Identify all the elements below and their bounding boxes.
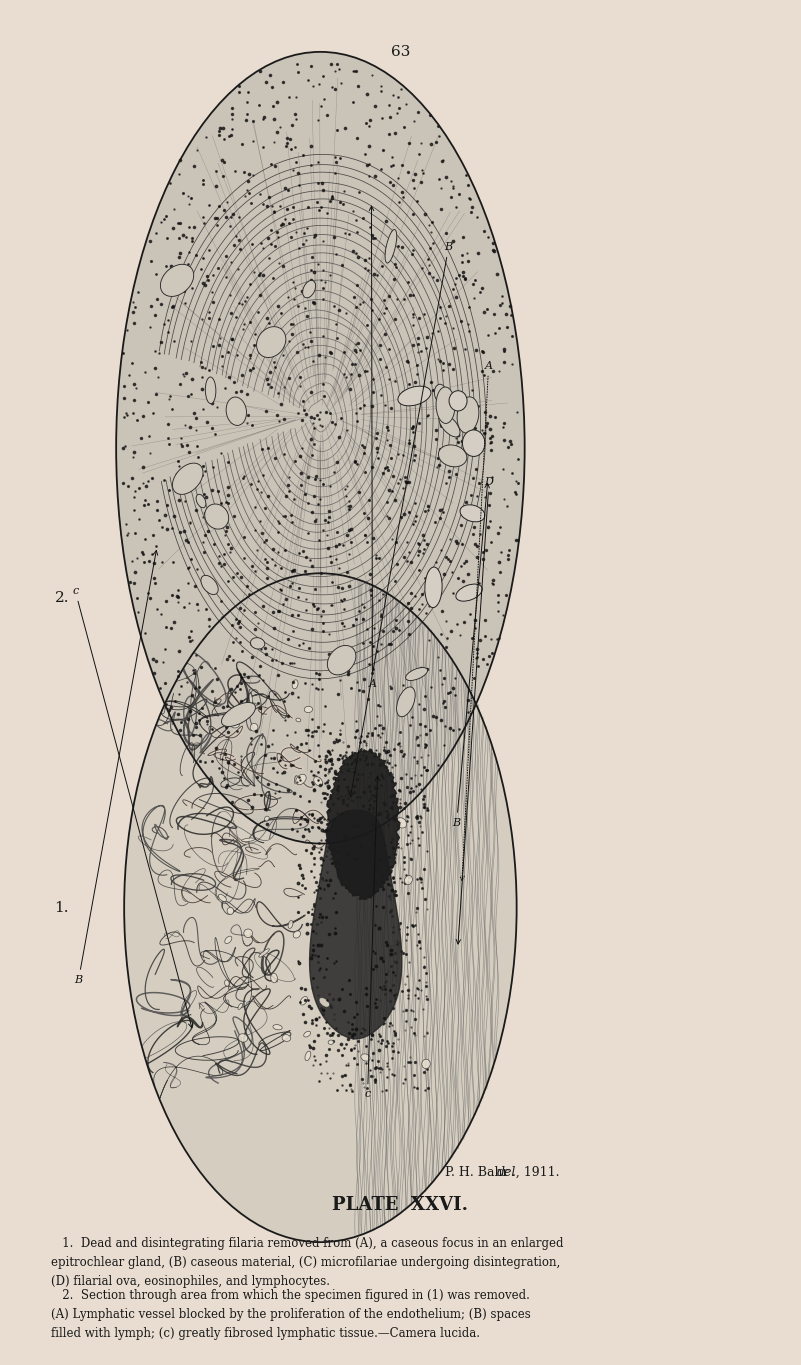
Text: ., 1911.: ., 1911. <box>512 1166 559 1179</box>
Text: B: B <box>453 483 489 827</box>
Ellipse shape <box>172 463 203 494</box>
Ellipse shape <box>273 1025 282 1029</box>
Ellipse shape <box>227 908 234 915</box>
Ellipse shape <box>292 680 298 689</box>
Ellipse shape <box>398 386 431 405</box>
Ellipse shape <box>434 384 447 403</box>
Ellipse shape <box>405 667 428 681</box>
Text: A: A <box>460 360 493 880</box>
Ellipse shape <box>385 229 396 263</box>
Text: PLATE  XXVI.: PLATE XXVI. <box>332 1196 469 1213</box>
Text: 63: 63 <box>391 45 410 59</box>
Ellipse shape <box>361 1054 370 1061</box>
Ellipse shape <box>304 706 312 713</box>
Polygon shape <box>327 748 400 900</box>
Ellipse shape <box>196 494 206 508</box>
Text: P. H. Bahr: P. H. Bahr <box>445 1166 512 1179</box>
Text: 2.: 2. <box>54 591 69 605</box>
Ellipse shape <box>250 723 258 732</box>
Ellipse shape <box>456 584 482 601</box>
Ellipse shape <box>282 1035 291 1041</box>
Ellipse shape <box>305 1051 311 1061</box>
Ellipse shape <box>457 397 479 433</box>
Text: B: B <box>74 550 158 984</box>
Ellipse shape <box>201 576 218 595</box>
Ellipse shape <box>238 1033 248 1041</box>
Ellipse shape <box>224 980 229 986</box>
Text: A: A <box>368 206 376 688</box>
Ellipse shape <box>251 637 265 648</box>
Text: c: c <box>364 777 380 1099</box>
Text: epitrochlear gland, (B) caseous material, (C) microfilariae undergoing disintegr: epitrochlear gland, (B) caseous material… <box>51 1256 561 1269</box>
Ellipse shape <box>259 949 269 957</box>
Ellipse shape <box>425 566 442 607</box>
Text: del: del <box>497 1166 516 1179</box>
Ellipse shape <box>400 693 410 703</box>
Ellipse shape <box>244 930 252 938</box>
Text: (D) filarial ova, eosinophiles, and lymphocytes.: (D) filarial ova, eosinophiles, and lymp… <box>51 1275 330 1289</box>
Ellipse shape <box>439 414 460 437</box>
Text: 1.: 1. <box>54 901 69 915</box>
Ellipse shape <box>238 1003 243 1010</box>
Ellipse shape <box>405 875 413 885</box>
Ellipse shape <box>205 504 228 530</box>
Ellipse shape <box>264 816 269 822</box>
Ellipse shape <box>293 931 300 938</box>
Ellipse shape <box>160 265 194 296</box>
Ellipse shape <box>319 998 329 1007</box>
Ellipse shape <box>226 397 247 426</box>
Ellipse shape <box>300 996 308 1005</box>
Ellipse shape <box>222 703 256 726</box>
Ellipse shape <box>296 718 300 722</box>
Ellipse shape <box>436 388 455 423</box>
Ellipse shape <box>296 774 306 785</box>
Ellipse shape <box>242 838 255 842</box>
Text: 1.  Dead and disintegrating filaria removed from (A), a caseous focus in an enla: 1. Dead and disintegrating filaria remov… <box>51 1237 564 1250</box>
Ellipse shape <box>328 646 356 674</box>
Text: c: c <box>72 586 193 1028</box>
Text: (A) Lymphatic vessel blocked by the proliferation of the endothelium; (B) spaces: (A) Lymphatic vessel blocked by the prol… <box>51 1308 531 1321</box>
Ellipse shape <box>303 280 316 298</box>
Ellipse shape <box>449 390 467 411</box>
Ellipse shape <box>271 973 277 983</box>
Ellipse shape <box>230 719 239 728</box>
Ellipse shape <box>422 1059 430 1069</box>
Ellipse shape <box>225 936 231 943</box>
Ellipse shape <box>219 894 227 901</box>
Ellipse shape <box>205 377 215 404</box>
Ellipse shape <box>288 920 293 928</box>
Ellipse shape <box>244 702 252 708</box>
Text: 2.  Section through area from which the specimen figured in (1) was removed.: 2. Section through area from which the s… <box>51 1289 530 1302</box>
Ellipse shape <box>304 1032 311 1037</box>
Ellipse shape <box>396 687 415 717</box>
Polygon shape <box>310 809 402 1039</box>
Ellipse shape <box>314 777 323 786</box>
Text: B: B <box>349 242 453 797</box>
Ellipse shape <box>249 693 252 704</box>
Text: filled with lymph; (c) greatly fibrosed lymphatic tissue.—Camera lucida.: filled with lymph; (c) greatly fibrosed … <box>51 1327 481 1340</box>
Text: D: D <box>456 476 493 945</box>
Ellipse shape <box>396 818 407 829</box>
Ellipse shape <box>344 768 357 773</box>
Ellipse shape <box>328 1040 334 1044</box>
Ellipse shape <box>116 52 525 844</box>
Ellipse shape <box>438 445 467 467</box>
Ellipse shape <box>462 430 485 456</box>
Ellipse shape <box>460 505 485 521</box>
Ellipse shape <box>256 326 286 358</box>
Ellipse shape <box>124 573 517 1242</box>
